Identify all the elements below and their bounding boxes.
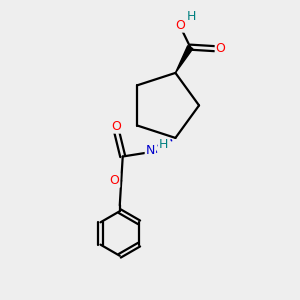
Text: H: H: [187, 10, 196, 23]
Text: N: N: [146, 144, 155, 158]
Polygon shape: [176, 46, 193, 73]
Text: H: H: [159, 138, 168, 151]
Text: O: O: [216, 42, 226, 55]
Text: O: O: [175, 19, 185, 32]
Text: O: O: [111, 120, 121, 133]
Text: O: O: [110, 174, 119, 187]
